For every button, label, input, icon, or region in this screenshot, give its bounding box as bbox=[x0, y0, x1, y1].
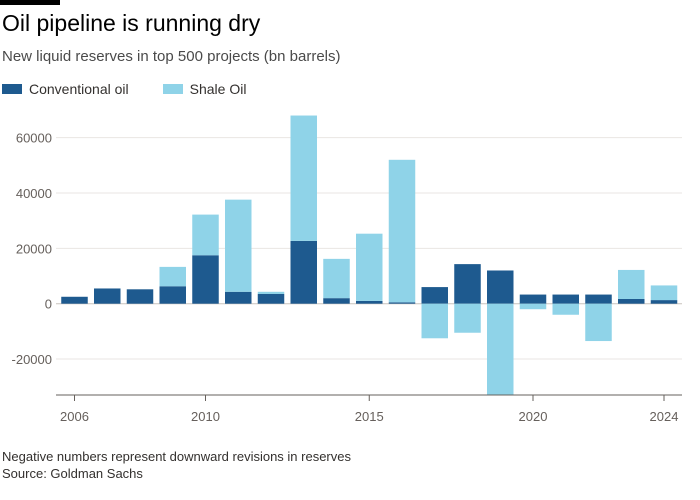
bar-2023-shale-oil bbox=[618, 269, 645, 299]
chart-footer: Negative numbers represent downward revi… bbox=[2, 448, 351, 482]
bar-2011-shale-oil bbox=[225, 199, 252, 292]
footnote: Negative numbers represent downward revi… bbox=[2, 449, 351, 464]
x-tick-label: 2006 bbox=[60, 409, 89, 424]
bar-2021-conventional-oil bbox=[552, 294, 579, 304]
y-tick-label: 40000 bbox=[16, 186, 52, 201]
bar-2013-shale-oil bbox=[290, 115, 317, 241]
bar-2007-conventional-oil bbox=[94, 288, 121, 304]
legend-item-shale-oil: Shale Oil bbox=[162, 81, 247, 97]
header-accent-bar bbox=[0, 0, 60, 5]
legend-label-shale-oil: Shale Oil bbox=[189, 81, 247, 97]
bar-2014-shale-oil bbox=[323, 258, 350, 299]
bar-2009-shale-oil bbox=[159, 266, 186, 287]
bar-2019-shale-oil bbox=[487, 303, 514, 395]
bar-2018-conventional-oil bbox=[454, 264, 481, 304]
legend-swatch-conventional-oil bbox=[2, 84, 22, 94]
bar-2008-conventional-oil bbox=[126, 289, 154, 304]
y-tick-label: -20000 bbox=[12, 352, 52, 367]
bar-2020-shale-oil bbox=[519, 303, 547, 310]
bar-2015-conventional-oil bbox=[356, 300, 383, 304]
bar-2011-conventional-oil bbox=[225, 291, 252, 304]
bar-2019-conventional-oil bbox=[487, 270, 514, 304]
bar-2022-conventional-oil bbox=[585, 294, 612, 304]
bar-2014-conventional-oil bbox=[323, 298, 350, 304]
bar-2018-shale-oil bbox=[454, 303, 481, 333]
bar-2022-shale-oil bbox=[585, 303, 612, 342]
bar-2017-shale-oil bbox=[421, 303, 448, 339]
bar-2024-shale-oil bbox=[650, 285, 678, 301]
legend-item-conventional-oil: Conventional oil bbox=[2, 81, 129, 97]
bar-2010-conventional-oil bbox=[192, 255, 219, 304]
source-note: Source: Goldman Sachs bbox=[2, 466, 143, 481]
bar-2009-conventional-oil bbox=[159, 286, 186, 304]
legend-swatch-shale-oil bbox=[162, 84, 183, 94]
bar-2006-conventional-oil bbox=[61, 296, 88, 304]
y-tick-label: 60000 bbox=[16, 131, 52, 146]
chart-legend: Conventional oil Shale Oil bbox=[2, 79, 280, 99]
bar-2012-shale-oil bbox=[257, 291, 285, 295]
bar-2013-conventional-oil bbox=[290, 240, 317, 304]
x-tick-label: 2010 bbox=[191, 409, 220, 424]
x-tick-label: 2015 bbox=[355, 409, 384, 424]
chart-title: Oil pipeline is running dry bbox=[2, 10, 261, 36]
bar-2016-shale-oil bbox=[388, 159, 416, 303]
bar-2024-conventional-oil bbox=[650, 300, 678, 304]
y-tick-label: 0 bbox=[45, 297, 52, 312]
x-tick-label: 2020 bbox=[519, 409, 548, 424]
y-tick-label: 20000 bbox=[16, 241, 52, 256]
bar-2015-shale-oil bbox=[356, 233, 383, 301]
chart-subtitle: New liquid reserves in top 500 projects … bbox=[2, 48, 341, 65]
bar-2010-shale-oil bbox=[192, 214, 219, 256]
bar-2021-shale-oil bbox=[552, 303, 579, 315]
bar-2016-conventional-oil bbox=[388, 302, 416, 304]
x-tick-label: 2024 bbox=[650, 409, 679, 424]
bar-2023-conventional-oil bbox=[618, 298, 645, 304]
bar-2020-conventional-oil bbox=[519, 294, 547, 304]
legend-label-conventional-oil: Conventional oil bbox=[29, 81, 129, 97]
bar-2017-conventional-oil bbox=[421, 287, 448, 304]
bar-2012-conventional-oil bbox=[257, 294, 285, 304]
